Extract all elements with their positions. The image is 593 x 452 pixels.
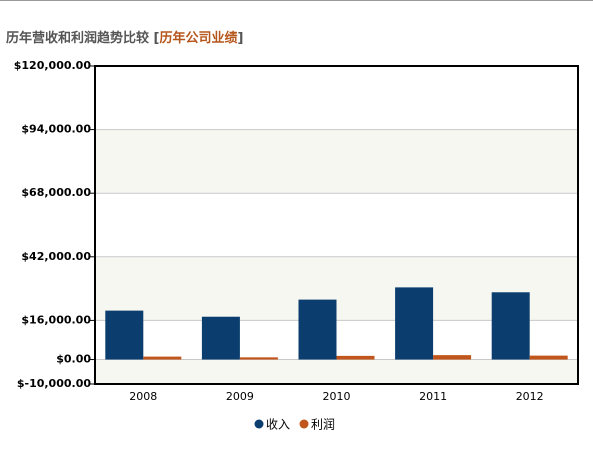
x-tick-label: 2011: [419, 390, 447, 403]
y-tick-label: $0.00: [56, 353, 91, 366]
bar: [201, 316, 240, 360]
legend-label[interactable]: 利润: [311, 418, 335, 432]
y-tick-label: $16,000.00: [21, 313, 91, 326]
y-tick-label: $-10,000.00: [17, 377, 91, 390]
legend-marker[interactable]: [299, 419, 309, 429]
company-link[interactable]: 历年公司业绩: [159, 31, 238, 46]
bar: [395, 287, 434, 360]
bar: [491, 292, 530, 360]
bracket: ]: [237, 31, 244, 46]
grid-band: [95, 129, 578, 194]
y-tick-label: $42,000.00: [21, 250, 91, 263]
bar: [239, 357, 278, 360]
header: 历年营收和利润趋势比较 [历年公司业绩]: [6, 27, 243, 46]
bar: [105, 310, 144, 360]
title: 历年营收和利润趋势比较: [6, 31, 150, 46]
x-tick-label: 2009: [226, 390, 254, 403]
bracket: [: [153, 31, 160, 46]
bar: [433, 355, 472, 360]
bar: [336, 355, 375, 360]
bar: [529, 355, 568, 360]
y-tick-label: $120,000.00: [14, 59, 92, 72]
y-tick-label: $94,000.00: [21, 123, 91, 136]
legend-marker[interactable]: [254, 419, 264, 429]
x-tick-label: 2012: [516, 390, 544, 403]
bar: [143, 356, 182, 360]
legend-label[interactable]: 收入: [266, 418, 290, 432]
x-tick-label: 2010: [323, 390, 351, 403]
y-tick-label: $68,000.00: [21, 186, 91, 199]
plot-frame: [94, 65, 579, 385]
bar: [298, 299, 337, 360]
x-tick-label: 2008: [129, 390, 157, 403]
grid-band: [95, 359, 578, 384]
